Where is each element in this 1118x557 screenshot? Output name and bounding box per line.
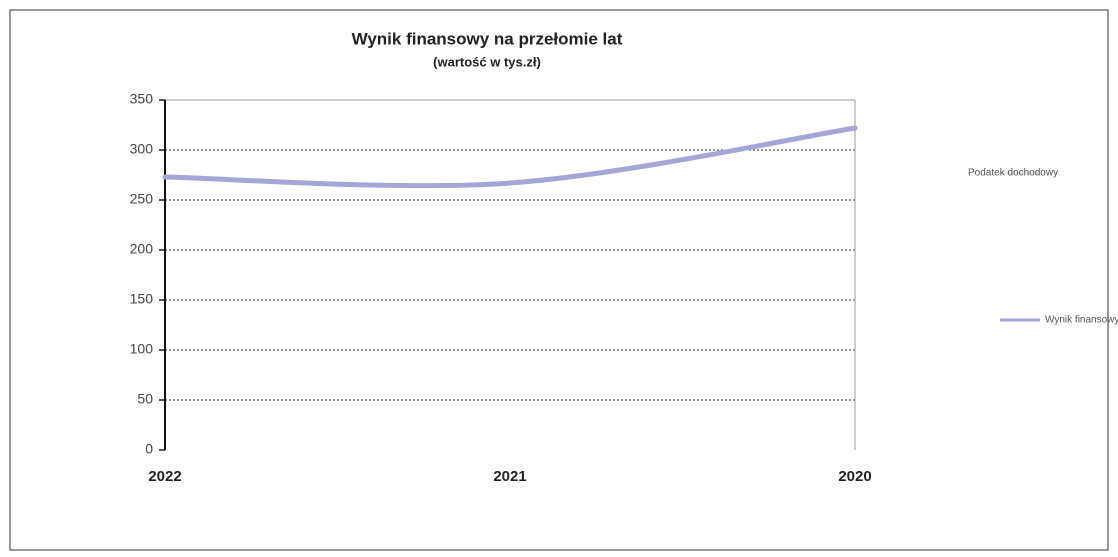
legend-label: Wynik finansowy netto <box>1045 315 1118 326</box>
y-tick-label: 350 <box>130 91 154 107</box>
y-tick-label: 0 <box>145 441 153 457</box>
x-tick-label: 2021 <box>493 468 526 485</box>
y-tick-label: 300 <box>130 141 154 157</box>
x-tick-label: 2022 <box>148 468 181 485</box>
y-tick-label: 250 <box>130 191 154 207</box>
x-tick-label: 2020 <box>838 468 871 485</box>
y-tick-label: 150 <box>130 291 154 307</box>
chart-frame <box>9 9 1109 551</box>
y-tick-label: 200 <box>130 241 154 257</box>
y-tick-label: 50 <box>137 391 153 407</box>
chart-title: Wynik finansowy na przełomie lat <box>352 29 623 48</box>
legend-label: Podatek dochodowy <box>968 168 1058 179</box>
y-tick-label: 100 <box>130 341 154 357</box>
chart-subtitle: (wartość w tys.zł) <box>433 54 541 69</box>
line-series <box>162 125 858 189</box>
